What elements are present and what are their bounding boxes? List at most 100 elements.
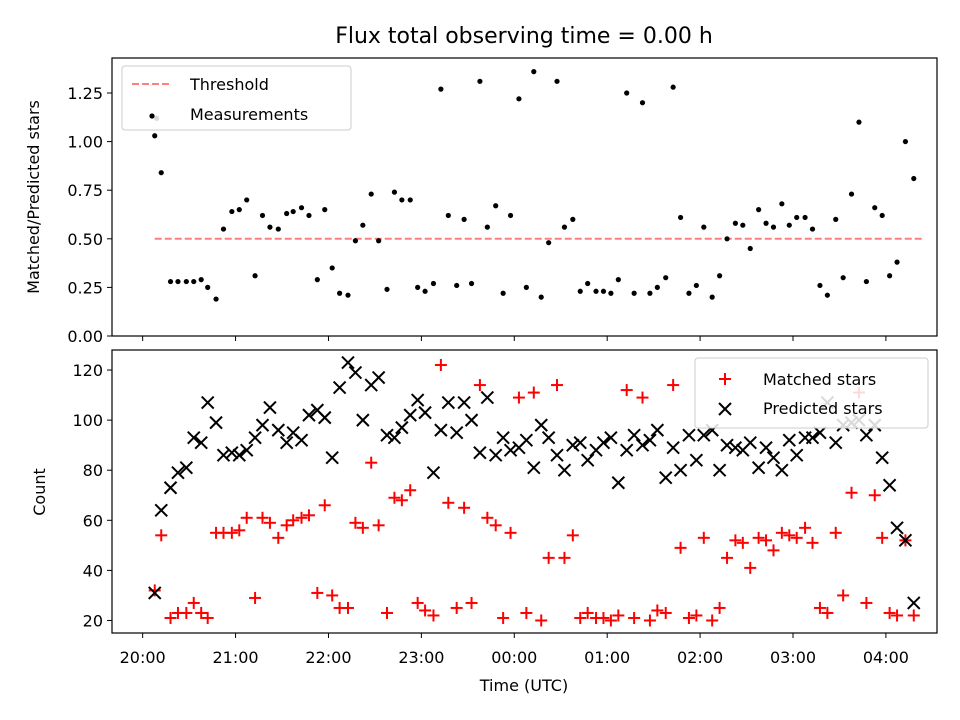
measurement-point: [376, 238, 382, 244]
measurement-point: [337, 290, 343, 296]
measurement-point: [615, 277, 621, 283]
top-legend: Threshold Measurements: [121, 65, 352, 131]
matched-star-point: [868, 489, 881, 502]
measurement-point: [244, 197, 250, 203]
bottom-x-tick-label: 23:00: [398, 648, 444, 667]
matched-star-point: [263, 516, 276, 529]
matched-star-point: [233, 524, 246, 537]
measurement-point: [284, 210, 290, 217]
predicted-star-point: [890, 521, 904, 535]
predicted-star-point: [627, 428, 641, 442]
top-plot-panel: 0.00 0.25 0.50 0.75 1.00 1.25 Matched/Predict…: [24, 57, 938, 346]
measurement-point: [824, 292, 830, 298]
predicted-star-point: [659, 471, 673, 485]
measurement-point: [593, 288, 599, 294]
measurement-point: [516, 96, 522, 102]
measurement-point: [794, 214, 800, 221]
predicted-star-point: [464, 413, 479, 427]
predicted-star-point: [154, 503, 168, 517]
measurement-point: [732, 220, 738, 226]
predicted-star-point: [163, 481, 178, 495]
matched-star-point: [604, 614, 617, 627]
predicted-star-point: [348, 365, 363, 380]
predicted-star-point: [596, 435, 611, 450]
measurement-point: [454, 282, 460, 289]
measurement-point: [430, 280, 437, 287]
matched-star-point: [201, 611, 214, 624]
matched-star-point: [628, 611, 641, 624]
bottom-x-tick-label: 22:00: [305, 648, 351, 667]
predicted-star-point: [766, 450, 781, 465]
matched-star-point: [775, 526, 788, 539]
predicted-star-point: [225, 445, 239, 460]
measurement-point: [538, 294, 544, 300]
predicted-star-point: [263, 400, 277, 415]
matched-star-point: [473, 379, 486, 392]
matched-star-point: [434, 359, 447, 372]
matched-star-point: [295, 511, 308, 524]
predicted-star-point: [898, 533, 913, 548]
measurement-point: [600, 288, 607, 294]
predicted-star-point: [541, 430, 556, 445]
top-y-tick-label: 0.75: [67, 181, 103, 200]
measurement-point: [554, 78, 560, 84]
top-y-tick-label: 1.00: [67, 133, 103, 152]
matched-star-point: [280, 519, 293, 532]
measurement-point: [756, 207, 762, 213]
matched-star-point: [767, 544, 780, 557]
matched-star-point: [845, 486, 858, 499]
bottom-y-axis-label: Count: [30, 468, 49, 516]
measurement-point: [654, 284, 660, 290]
measurement-point: [879, 212, 885, 219]
predicted-star-point: [255, 418, 270, 432]
measurement-point: [817, 282, 823, 289]
matched-star-point: [829, 526, 842, 539]
measurement-point: [391, 189, 398, 195]
measurement-point: [236, 207, 242, 213]
bottom-y-tick-label: 60: [83, 511, 103, 530]
x-axis-label: Time (UTC): [479, 676, 568, 695]
measurement-point: [856, 119, 862, 125]
measurement-point: [624, 90, 630, 96]
predicted-star-point: [666, 440, 680, 455]
measurement-point: [415, 284, 421, 290]
predicted-star-point: [279, 435, 294, 450]
matched-star-point: [535, 614, 548, 627]
matched-star-point: [481, 511, 494, 524]
measurement-point: [709, 294, 715, 300]
matched-star-point: [225, 526, 238, 539]
predicted-star-point: [805, 430, 820, 445]
measurement-point: [175, 278, 181, 285]
matched-star-point: [326, 589, 339, 602]
predicted-star-point: [573, 435, 587, 450]
measurement-point: [484, 224, 490, 230]
matched-star-point: [597, 611, 610, 624]
matched-star-point: [612, 609, 625, 622]
measurement-point: [158, 170, 164, 176]
predicted-star-point: [527, 461, 541, 475]
measurement-point: [477, 78, 483, 84]
matched-star-point: [876, 531, 889, 544]
bottom-x-ticks: 20:00 21:00 22:00 23:00 00:00 01:00 02:00 03:00…: [120, 633, 909, 667]
predicted-star-point: [294, 433, 309, 447]
predicted-star-point: [557, 463, 572, 477]
predicted-star-point: [325, 450, 339, 465]
measurement-point: [639, 100, 646, 106]
measurement-point: [608, 290, 614, 296]
measurement-point: [872, 205, 878, 211]
measurement-point: [531, 69, 537, 75]
matched-star-point: [527, 386, 540, 399]
matched-star-point: [574, 611, 587, 624]
top-y-ticks: 0.00 0.25 0.50 0.75 1.00 1.25: [67, 84, 112, 346]
top-x-ticks: [142, 336, 887, 341]
legend-predicted-label: Predicted stars: [763, 399, 883, 418]
measurement-point: [887, 273, 893, 279]
predicted-star-point: [689, 453, 704, 467]
measurement-point: [779, 201, 785, 207]
measurement-point: [763, 220, 769, 226]
bottom-y-tick-label: 100: [72, 411, 103, 430]
predicted-star-point: [403, 408, 417, 422]
predicted-star-point: [720, 438, 734, 452]
matched-star-point: [790, 531, 803, 544]
predicted-star-point: [611, 476, 626, 490]
